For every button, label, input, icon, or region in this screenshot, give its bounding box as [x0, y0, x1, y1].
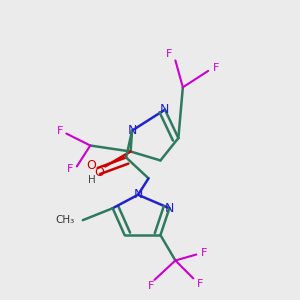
Text: O: O: [86, 159, 96, 172]
Text: F: F: [197, 279, 203, 289]
Text: F: F: [166, 50, 172, 59]
Text: F: F: [212, 63, 219, 73]
Text: N: N: [128, 124, 137, 137]
Text: N: N: [160, 103, 170, 116]
Text: F: F: [201, 248, 207, 258]
Text: F: F: [57, 126, 63, 136]
Text: N: N: [134, 188, 143, 201]
Text: F: F: [148, 281, 155, 291]
Text: O: O: [94, 166, 104, 179]
Text: F: F: [67, 164, 74, 174]
Text: H: H: [88, 175, 96, 185]
Text: N: N: [165, 202, 174, 215]
Text: CH₃: CH₃: [55, 215, 74, 225]
